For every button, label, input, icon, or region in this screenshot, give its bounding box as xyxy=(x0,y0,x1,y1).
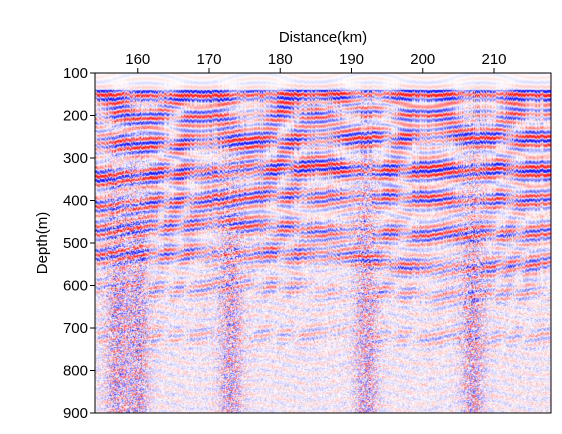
seismic-image xyxy=(95,73,551,413)
x-tick-label: 180 xyxy=(268,51,293,68)
y-tick-label: 900 xyxy=(63,405,88,422)
x-tick-label: 190 xyxy=(339,51,364,68)
x-axis: 160 170 180 190 200 210 xyxy=(125,51,507,73)
y-tick-label: 100 xyxy=(63,65,88,82)
y-tick-label: 800 xyxy=(63,363,88,380)
x-tick-label: 170 xyxy=(196,51,221,68)
y-tick-label: 500 xyxy=(63,235,88,252)
y-tick-label: 400 xyxy=(63,193,88,210)
y-tick-label: 200 xyxy=(63,108,88,125)
x-tick-label: 210 xyxy=(481,51,506,68)
seismic-amplitude-image xyxy=(95,73,551,413)
y-tick-label: 700 xyxy=(63,320,88,337)
y-axis: 100 200 300 400 500 600 700 800 900 xyxy=(63,65,95,422)
x-tick-label: 200 xyxy=(410,51,435,68)
y-tick-label: 300 xyxy=(63,150,88,167)
x-axis-title: Distance(km) xyxy=(279,29,367,46)
y-tick-label: 600 xyxy=(63,278,88,295)
y-axis-title: Depth(m) xyxy=(34,212,51,275)
x-tick-label: 160 xyxy=(125,51,150,68)
